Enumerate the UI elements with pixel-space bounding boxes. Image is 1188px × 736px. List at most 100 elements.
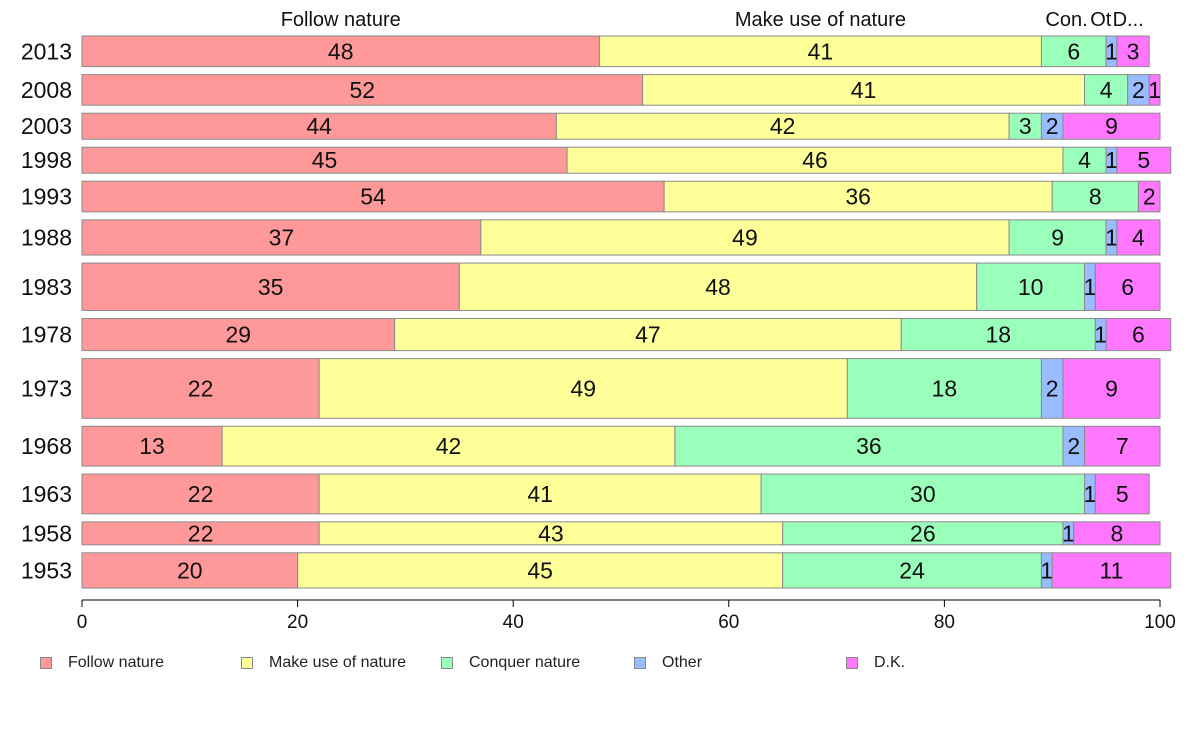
bar-1988-d-k: [1116, 219, 1161, 256]
legend-item-follow-nature: Follow nature: [40, 652, 164, 674]
data-label-1958-conquer-nature: 26: [910, 520, 936, 546]
data-label-1993-conquer-nature: 8: [1089, 184, 1102, 210]
data-label-2003-follow-nature: 44: [306, 113, 332, 139]
top-label-0: Follow nature: [281, 9, 401, 31]
top-label-1: Make use of nature: [735, 9, 906, 31]
bar-2013-make-use-of-nature: [598, 35, 1042, 68]
legend-swatch-other: [634, 657, 646, 669]
y-tick-label-1983: 1983: [21, 274, 72, 300]
bar-1978-d-k: [1105, 317, 1172, 352]
bar-2008-make-use-of-nature: [642, 74, 1086, 106]
y-tick-label-1958: 1958: [21, 520, 72, 546]
legend-item-other: Other: [634, 652, 702, 674]
data-label-1968-other: 2: [1067, 433, 1080, 459]
legend-label-follow-nature: Follow nature: [68, 654, 165, 671]
bar-1958-d-k: [1073, 521, 1161, 546]
bar-2003-d-k: [1062, 112, 1161, 140]
data-label-1973-other: 2: [1046, 375, 1059, 401]
data-label-1953-d-k: 11: [1100, 557, 1124, 583]
bar-1993-conquer-nature: [1051, 180, 1139, 213]
bar-1973-conquer-nature: [846, 358, 1042, 419]
data-label-1988-conquer-nature: 9: [1051, 224, 1064, 250]
bar-1968-conquer-nature: [674, 425, 1064, 467]
data-label-1973-follow-nature: 22: [188, 375, 214, 401]
data-label-1968-conquer-nature: 36: [856, 433, 882, 459]
data-label-1958-make-use-of-nature: 43: [538, 520, 564, 546]
bar-1993-d-k: [1137, 180, 1161, 213]
data-label-1973-make-use-of-nature: 49: [570, 375, 596, 401]
bar-row-2008: 52 41 4 2 1: [81, 74, 1161, 106]
bar-1973-d-k: [1062, 358, 1161, 419]
data-label-1988-d-k: 4: [1132, 224, 1145, 250]
data-label-1998-other: 1: [1105, 147, 1118, 173]
data-label-1978-other: 1: [1094, 322, 1107, 348]
data-label-1963-conquer-nature: 30: [910, 481, 936, 507]
y-tick-label-2013: 2013: [21, 38, 72, 64]
data-label-1958-other: 1: [1062, 520, 1075, 546]
data-label-1993-make-use-of-nature: 36: [845, 184, 871, 210]
bar-1983-make-use-of-nature: [458, 262, 978, 311]
data-label-2008-d-k: 1: [1148, 77, 1161, 103]
bar-1998-follow-nature: [81, 146, 568, 174]
legend-swatch-conquer-nature: [441, 657, 453, 669]
top-label-3: Ot: [1090, 9, 1112, 31]
data-label-1988-follow-nature: 37: [269, 224, 295, 250]
x-tick-label-80: 80: [934, 612, 955, 633]
bar-2008-follow-nature: [81, 74, 644, 106]
x-tick-label-0: 0: [77, 612, 88, 633]
bar-1978-follow-nature: [81, 317, 396, 352]
data-label-1963-d-k: 5: [1116, 481, 1129, 507]
legend-swatch-d-k: [846, 657, 858, 669]
data-label-1963-follow-nature: 22: [188, 481, 214, 507]
data-label-1958-d-k: 8: [1110, 520, 1123, 546]
data-label-1998-conquer-nature: 4: [1078, 147, 1091, 173]
legend-label-d-k: D.K.: [874, 654, 906, 671]
data-label-2003-conquer-nature: 3: [1019, 113, 1032, 139]
bar-1993-make-use-of-nature: [663, 180, 1053, 213]
legend-swatch-make-use-of-nature: [241, 657, 253, 669]
data-label-1953-make-use-of-nature: 45: [527, 557, 553, 583]
bar-1983-d-k: [1094, 262, 1161, 311]
data-label-2008-make-use-of-nature: 41: [851, 77, 877, 103]
stacked-bar-chart: Follow nature Make use of nature Con. Ot D..…: [21, 9, 1176, 633]
data-label-1963-other: 1: [1084, 481, 1097, 507]
data-label-1953-conquer-nature: 24: [899, 557, 925, 583]
bar-row-1973: 22 49 18 2 9: [81, 358, 1161, 419]
bar-1968-d-k: [1084, 425, 1161, 467]
legend-swatch-follow-nature: [40, 657, 52, 669]
top-segment-labels: Follow nature Make use of nature Con. Ot D..…: [281, 9, 1144, 31]
y-tick-label-1993: 1993: [21, 184, 72, 210]
bar-row-1993: 54 36 8 2: [81, 180, 1161, 213]
data-label-1983-other: 1: [1084, 274, 1097, 300]
data-label-1983-d-k: 6: [1121, 274, 1134, 300]
x-axis: 0 20 40 60 80 100: [77, 599, 1176, 633]
y-tick-label-1968: 1968: [21, 433, 72, 459]
data-label-2003-make-use-of-nature: 42: [770, 113, 796, 139]
bar-1973-make-use-of-nature: [318, 358, 848, 419]
data-label-1983-make-use-of-nature: 48: [705, 274, 731, 300]
top-label-4: D...: [1113, 9, 1144, 31]
data-label-1968-follow-nature: 13: [139, 433, 165, 459]
data-label-1983-conquer-nature: 10: [1018, 274, 1044, 300]
legend-label-conquer-nature: Conquer nature: [469, 654, 581, 671]
bar-2003-follow-nature: [81, 112, 557, 140]
data-label-2013-conquer-nature: 6: [1067, 38, 1080, 64]
data-label-1988-make-use-of-nature: 49: [732, 224, 758, 250]
bar-2008-conquer-nature: [1084, 74, 1129, 106]
bar-1963-conquer-nature: [760, 473, 1086, 515]
y-tick-label-1998: 1998: [21, 147, 72, 173]
data-label-2013-make-use-of-nature: 41: [808, 38, 834, 64]
bar-row-1998: 45 46 4 1 5: [81, 146, 1172, 174]
y-tick-label-1953: 1953: [21, 557, 72, 583]
data-label-2013-other: 1: [1105, 38, 1118, 64]
x-tick-label-40: 40: [503, 612, 524, 633]
bar-row-1963: 22 41 30 1 5: [81, 473, 1150, 515]
x-tick-label-60: 60: [718, 612, 739, 633]
y-tick-label-1978: 1978: [21, 322, 72, 348]
bar-1963-follow-nature: [81, 473, 320, 515]
data-label-1953-follow-nature: 20: [177, 557, 203, 583]
bar-2003-conquer-nature: [1008, 112, 1042, 140]
data-label-2008-other: 2: [1132, 77, 1145, 103]
data-label-1993-follow-nature: 54: [360, 184, 386, 210]
bar-2003-make-use-of-nature: [555, 112, 1010, 140]
